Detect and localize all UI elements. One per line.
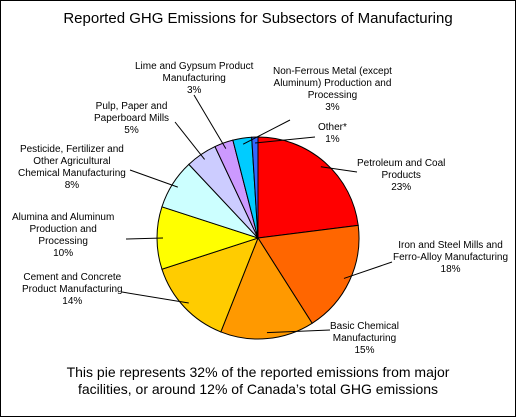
slice-label-pesticide-fertilizer: Pesticide, Fertilizer and Other Agricult… [18, 144, 126, 191]
slice-label-cement-concrete: Cement and Concrete Product Manufacturin… [22, 272, 123, 307]
footnote-line-1: This pie represents 32% of the reported … [66, 364, 450, 380]
leader-line-lime-gypsum [193, 94, 227, 149]
chart-title: Reported GHG Emissions for Subsectors of… [63, 10, 453, 27]
slice-label-non-ferrous: Non-Ferrous Metal (except Aluminum) Prod… [273, 66, 392, 113]
leader-line-basic-chemical [266, 329, 331, 334]
pie-slice-iron-steel [257, 224, 360, 324]
slice-label-other: Other* 1% [318, 122, 347, 145]
slice-label-pulp-paper: Pulp, Paper and Paperboard Mills 5% [94, 101, 170, 136]
slice-label-alumina-aluminum: Alumina and Aluminum Production and Proc… [12, 212, 115, 259]
leader-line-pesticide-fertilizer [129, 169, 178, 188]
slice-label-petroleum-coal: Petroleum and Coal Products 23% [357, 158, 446, 193]
footnote-line-2: facilities, or around 12% of Canada’s to… [77, 381, 439, 397]
leader-line-petroleum-coal [320, 166, 358, 173]
leader-line-other [254, 136, 316, 144]
pie-slice-basic-chemical [220, 236, 313, 340]
leader-line-pulp-paper [174, 121, 205, 160]
leader-line-alumina-aluminum [125, 237, 164, 240]
slice-label-lime-gypsum: Lime and Gypsum Product Manufacturing 3% [135, 61, 254, 96]
slice-label-iron-steel: Iron and Steel Mills and Ferro-Alloy Man… [393, 240, 509, 275]
leader-line-non-ferrous [242, 119, 291, 145]
pie-slice-petroleum-coal [257, 136, 359, 239]
leader-line-iron-steel [343, 261, 393, 279]
footnote: This pie represents 32% of the reported … [0, 364, 516, 398]
slice-label-basic-chemical: Basic Chemical Manufacturing 15% [330, 321, 399, 356]
leader-line-cement-concrete [121, 291, 189, 304]
